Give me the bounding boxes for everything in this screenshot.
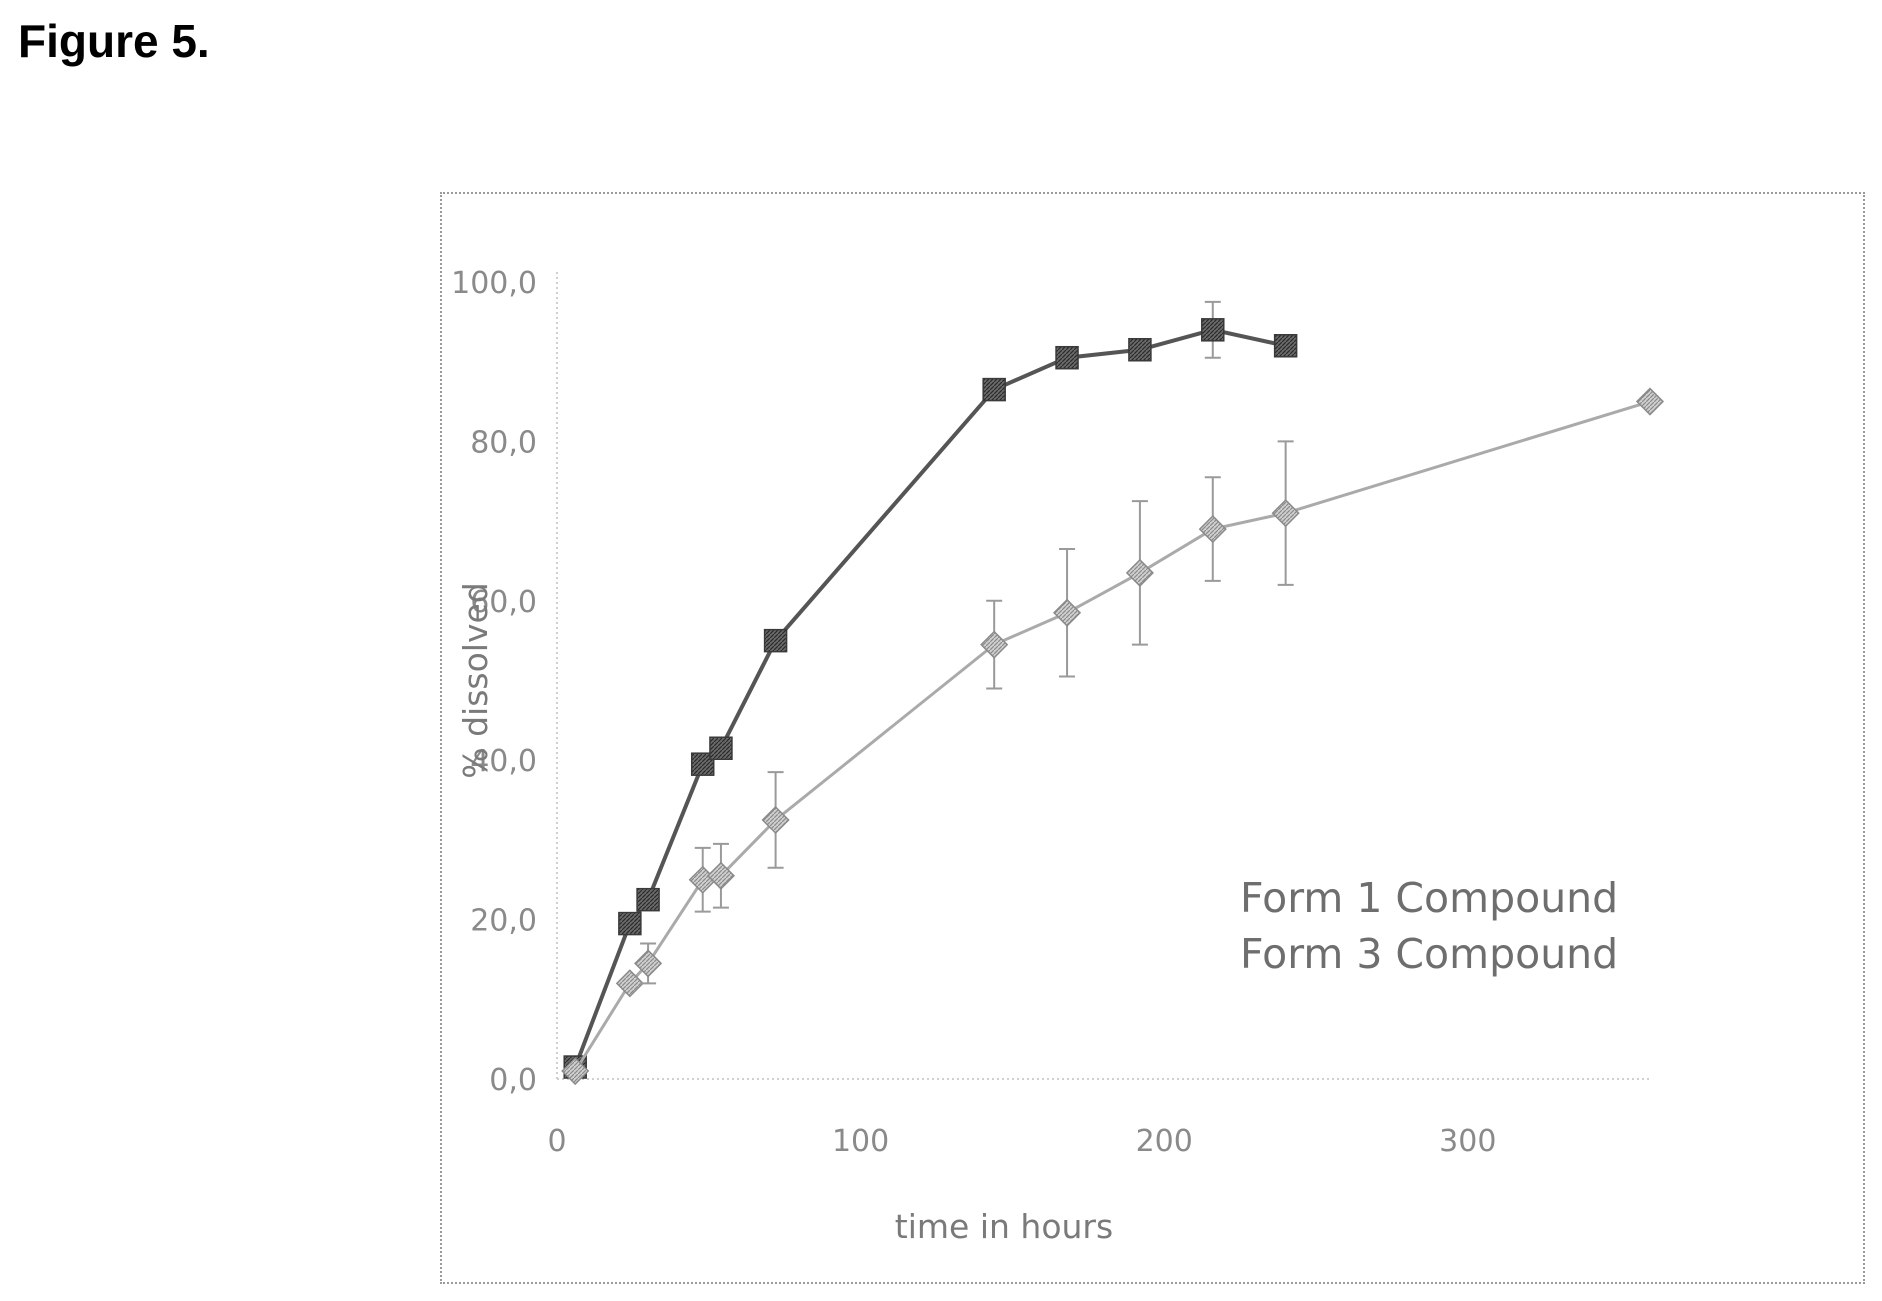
- data-point-form-1: [1273, 334, 1298, 358]
- y-axis-title: % dissolved: [456, 582, 495, 779]
- series-line-1: [573, 327, 1287, 1068]
- data-point-form-3: [634, 949, 663, 978]
- y-tick-label: 60,0: [470, 585, 537, 620]
- y-tick-label: 20,0: [470, 904, 537, 939]
- data-point-form-1: [982, 377, 1006, 402]
- data-point-form-3: [706, 861, 736, 890]
- data-point-form-1: [763, 628, 788, 653]
- data-point-form-1: [636, 887, 660, 912]
- chart-frame: 0,0 20,0 40,0 60,0 80,0 100,0 0 100 200 300 time …: [440, 192, 1865, 1284]
- data-point-form-3: [761, 805, 790, 835]
- data-point-form-1: [1128, 337, 1152, 362]
- y-tick-label: 80,0: [470, 425, 537, 460]
- data-point-form-1: [1055, 345, 1079, 370]
- y-tick-label: 40,0: [470, 744, 537, 779]
- x-tick-label: 100: [832, 1124, 889, 1159]
- x-tick-label: 0: [547, 1124, 566, 1159]
- x-tick-label: 200: [1136, 1124, 1193, 1159]
- data-point-form-1: [690, 752, 715, 776]
- data-point-form-1: [709, 736, 733, 760]
- legend: Form 1 Compound Form 3 Compound: [1240, 874, 1618, 978]
- dissolution-chart: 0,0 20,0 40,0 60,0 80,0 100,0 0 100 200 300 time …: [451, 266, 1665, 1246]
- data-point-form-1: [618, 911, 642, 936]
- data-point-form-3: [1198, 515, 1227, 544]
- data-point-form-3: [615, 969, 644, 998]
- x-axis-title: time in hours: [895, 1207, 1113, 1246]
- legend-entry-form-1: Form 1 Compound: [1240, 874, 1618, 922]
- plot-area: 0,0 20,0 40,0 60,0 80,0 100,0 0 100 200 300: [451, 266, 1665, 1159]
- y-tick-label: 0,0: [489, 1063, 537, 1098]
- x-tick-label: 300: [1439, 1124, 1496, 1159]
- data-point-form-3: [561, 1056, 590, 1086]
- y-tick-label: 100,0: [451, 266, 537, 301]
- legend-entry-form-3: Form 3 Compound: [1240, 930, 1618, 978]
- data-point-form-3: [1635, 387, 1665, 416]
- data-point-form-3: [1052, 598, 1082, 627]
- data-point-form-1: [1201, 318, 1225, 342]
- data-point-form-3: [1271, 499, 1300, 528]
- data-point-form-3: [980, 630, 1009, 659]
- figure-label: Figure 5.: [18, 15, 210, 67]
- data-point-form-3: [1125, 558, 1154, 587]
